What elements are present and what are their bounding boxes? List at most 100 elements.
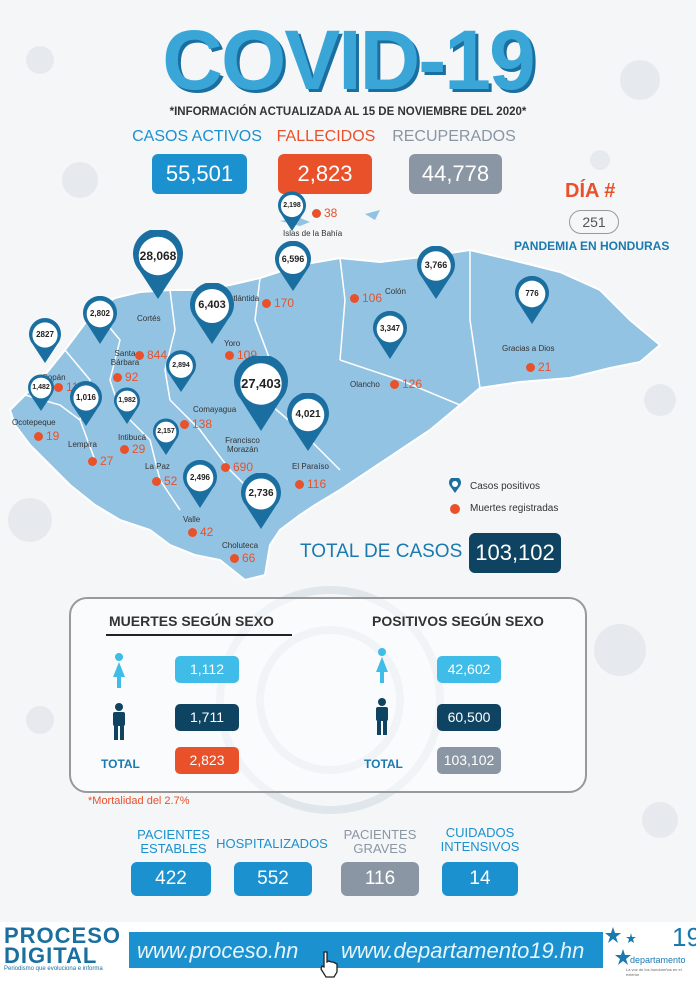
pin-case-count: 6,596: [281, 254, 305, 265]
stars-logo-icon: [605, 927, 636, 965]
pin-icon: [515, 276, 549, 324]
deaths-olancho: 126: [390, 377, 422, 391]
case-pin: 27,403: [233, 356, 289, 432]
case-pin: 2,157: [152, 418, 180, 456]
pin-case-count: 2,157: [157, 427, 175, 435]
case-pin: 6,596: [274, 241, 312, 292]
dept-label-comayagua: Comayagua: [193, 405, 237, 414]
pin-case-count: 1,982: [118, 396, 136, 404]
case-pin: 776: [514, 276, 550, 325]
dept-label-santa-barbara: Santa Bárbara: [110, 349, 140, 367]
case-pin: 3,766: [416, 246, 456, 300]
dept-label-copan: Copán: [42, 373, 66, 382]
pin-icon: [278, 191, 306, 231]
departamento19-link[interactable]: www.departamento19.hn: [341, 938, 585, 963]
case-pin: 3,347: [372, 311, 408, 360]
case-pin: 4,021: [286, 393, 330, 452]
deaths-francisco-morazan: 690: [221, 460, 253, 474]
positivos-total-label: TOTAL: [364, 757, 403, 771]
case-pin: 1,482: [27, 374, 55, 412]
dot-icon: [450, 503, 460, 514]
pin-icon: [449, 478, 461, 493]
casos-activos-label: CASOS ACTIVOS: [132, 128, 262, 145]
deaths-el-paraiso: 116: [295, 477, 326, 491]
logo-departamento: departamento: [630, 955, 686, 965]
pin-icon: [287, 393, 329, 451]
cuidados-intensivos-label: CUIDADOS INTENSIVOS: [440, 825, 520, 854]
pin-icon: [133, 230, 183, 299]
case-pin: 2,736: [240, 473, 282, 530]
pin-case-count: 3,347: [379, 324, 401, 334]
pin-case-count: 2,496: [189, 473, 211, 483]
pin-icon: [234, 356, 288, 431]
fallecidos-value: 2,823: [278, 154, 372, 194]
deaths-islas-bahia: 38: [312, 206, 337, 220]
case-pin: 2,496: [182, 460, 218, 509]
positivos-total: 103,102: [437, 747, 501, 774]
deaths-intibuca: 29: [120, 442, 145, 456]
dept-label-ocotepeque: Ocotepeque: [12, 418, 56, 427]
positivos-hombres: 60,500: [437, 704, 501, 731]
pin-icon: [190, 283, 234, 344]
pin-case-count: 2,198: [283, 201, 301, 209]
pin-case-count: 6,403: [198, 299, 226, 312]
proceso-link[interactable]: www.proceso.hn: [137, 938, 299, 963]
casos-activos-value: 55,501: [152, 154, 247, 194]
dept-label-atlantida: Atlántida: [228, 294, 260, 303]
recuperados-label: RECUPERADOS: [392, 128, 516, 145]
muertes-mujeres: 1,112: [175, 656, 239, 683]
deaths-atlantida: 170: [262, 296, 294, 310]
brand-proceso: PROCESO: [4, 923, 122, 948]
brand-digital: DIGITAL: [4, 943, 98, 968]
deaths-choluteca: 66: [230, 551, 255, 565]
dept-label-islas-bahia: Islas de la Bahía: [283, 229, 343, 238]
pin-case-count: 2,736: [248, 487, 274, 499]
deaths-santa-barbara: 92: [113, 370, 138, 384]
pacientes-graves-value: 116: [341, 862, 419, 896]
muertes-total-label: TOTAL: [101, 757, 140, 771]
case-pin: 2,198: [277, 191, 307, 232]
deaths-lempira: 27: [88, 454, 113, 468]
dept-label-el-paraiso: El Paraíso: [292, 462, 329, 471]
case-pin: 1,016: [69, 381, 103, 427]
recuperados-value: 44,778: [409, 154, 502, 194]
pin-case-count: 2827: [36, 330, 54, 340]
pin-case-count: 28,068: [139, 248, 177, 263]
pin-icon: [70, 381, 102, 426]
hospitalizados-value: 552: [234, 862, 312, 896]
muertes-sexo-title: MUERTES SEGÚN SEXO: [109, 613, 274, 629]
dept-label-francisco-morazan: Francisco Morazán: [225, 436, 260, 454]
total-casos-label: TOTAL DE CASOS: [300, 541, 463, 562]
female-icon: [376, 648, 388, 683]
deaths-ocotepeque: 19: [34, 429, 59, 443]
dept-label-valle: Valle: [183, 515, 201, 524]
pin-icon: [166, 350, 196, 392]
pin-icon: [83, 296, 117, 344]
dia-number: 251: [569, 210, 619, 234]
deaths-colon: 106: [350, 291, 382, 305]
dept-label-colon: Colón: [385, 287, 406, 296]
legend-positivos: Casos positivos: [448, 478, 540, 494]
case-pin: 2,802: [82, 296, 118, 345]
logo-19: 19: [672, 922, 696, 952]
url-bar: www.proceso.hn www.departamento19.hn: [129, 932, 603, 968]
honduras-map: [8, 210, 662, 582]
case-pin: 1,982: [113, 387, 141, 425]
logo-subtitle: La voz de los hondureños en el exterior: [626, 967, 682, 977]
dept-label-cortes: Cortés: [137, 314, 161, 323]
update-note: *INFORMACIÓN ACTUALIZADA AL 15 DE NOVIEM…: [169, 106, 527, 118]
deaths-gracias-a-dios: 21: [526, 360, 551, 374]
pin-case-count: 2,894: [172, 361, 190, 369]
case-pin: 2827: [28, 318, 62, 364]
hand-cursor-icon: [320, 951, 338, 978]
case-pin: 28,068: [132, 230, 184, 300]
pin-icon: [28, 374, 54, 411]
mortalidad-note: *Mortalidad del 2.7%: [88, 795, 190, 807]
pacientes-graves-label: PACIENTES GRAVES: [343, 827, 417, 856]
male-icon: [113, 703, 125, 740]
dept-label-gracias-a-dios: Gracias a Dios: [502, 344, 555, 353]
pin-icon: [153, 418, 179, 455]
deaths-cortes: 844: [135, 348, 167, 362]
total-casos-value: 103,102: [469, 533, 561, 573]
deaths-comayagua: 138: [180, 417, 212, 431]
